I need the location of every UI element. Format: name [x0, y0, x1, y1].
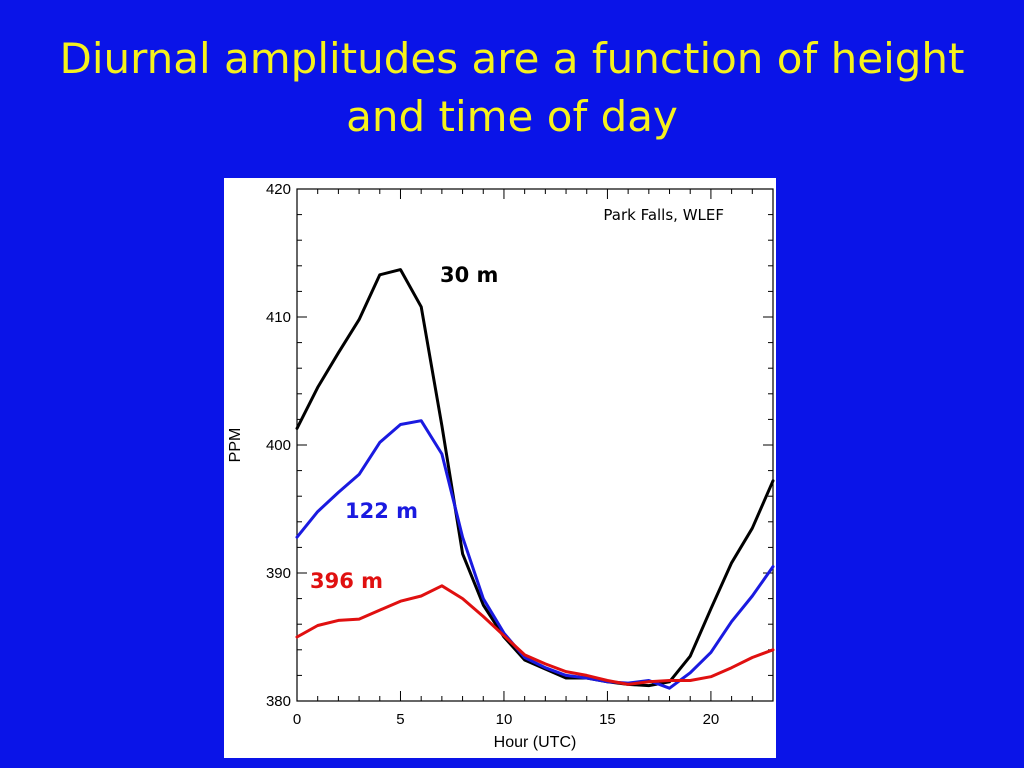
chart-annotation: Park Falls, WLEF [603, 206, 724, 224]
y-tick-label: 400 [266, 437, 291, 454]
x-axis-label: Hour (UTC) [494, 734, 577, 751]
plot-frame [296, 188, 774, 702]
series-label-122m: 122 m [345, 499, 418, 523]
y-tick-label: 410 [266, 309, 291, 326]
x-tick-label: 5 [396, 711, 404, 728]
x-tick-label: 15 [599, 711, 616, 728]
line-chart: 0 5 10 15 20 380 390 400 410 420 Park Falls, WLEF… [227, 181, 775, 751]
y-tick-label: 380 [266, 693, 291, 710]
series-label-30m: 30 m [440, 263, 498, 287]
x-tick-label: 20 [703, 711, 720, 728]
series-line-30m [295, 268, 775, 688]
y-axis-label: PPM [227, 428, 244, 463]
series-label-396m: 396 m [310, 569, 383, 593]
slide-title: Diurnal amplitudes are a function of hei… [59, 34, 965, 141]
chart-panel: 0 5 10 15 20 380 390 400 410 420 Park Falls, WLEF… [224, 178, 776, 758]
series-line-122m [295, 419, 775, 690]
x-tick-label: 10 [496, 711, 513, 728]
x-tick-label: 0 [293, 711, 301, 728]
series-lines [295, 268, 775, 690]
series-line-396m [295, 584, 775, 686]
y-tick-label: 420 [266, 181, 291, 198]
y-tick-label: 390 [266, 565, 291, 582]
axis-ticks: 0 5 10 15 20 380 390 400 410 420 [266, 181, 774, 728]
